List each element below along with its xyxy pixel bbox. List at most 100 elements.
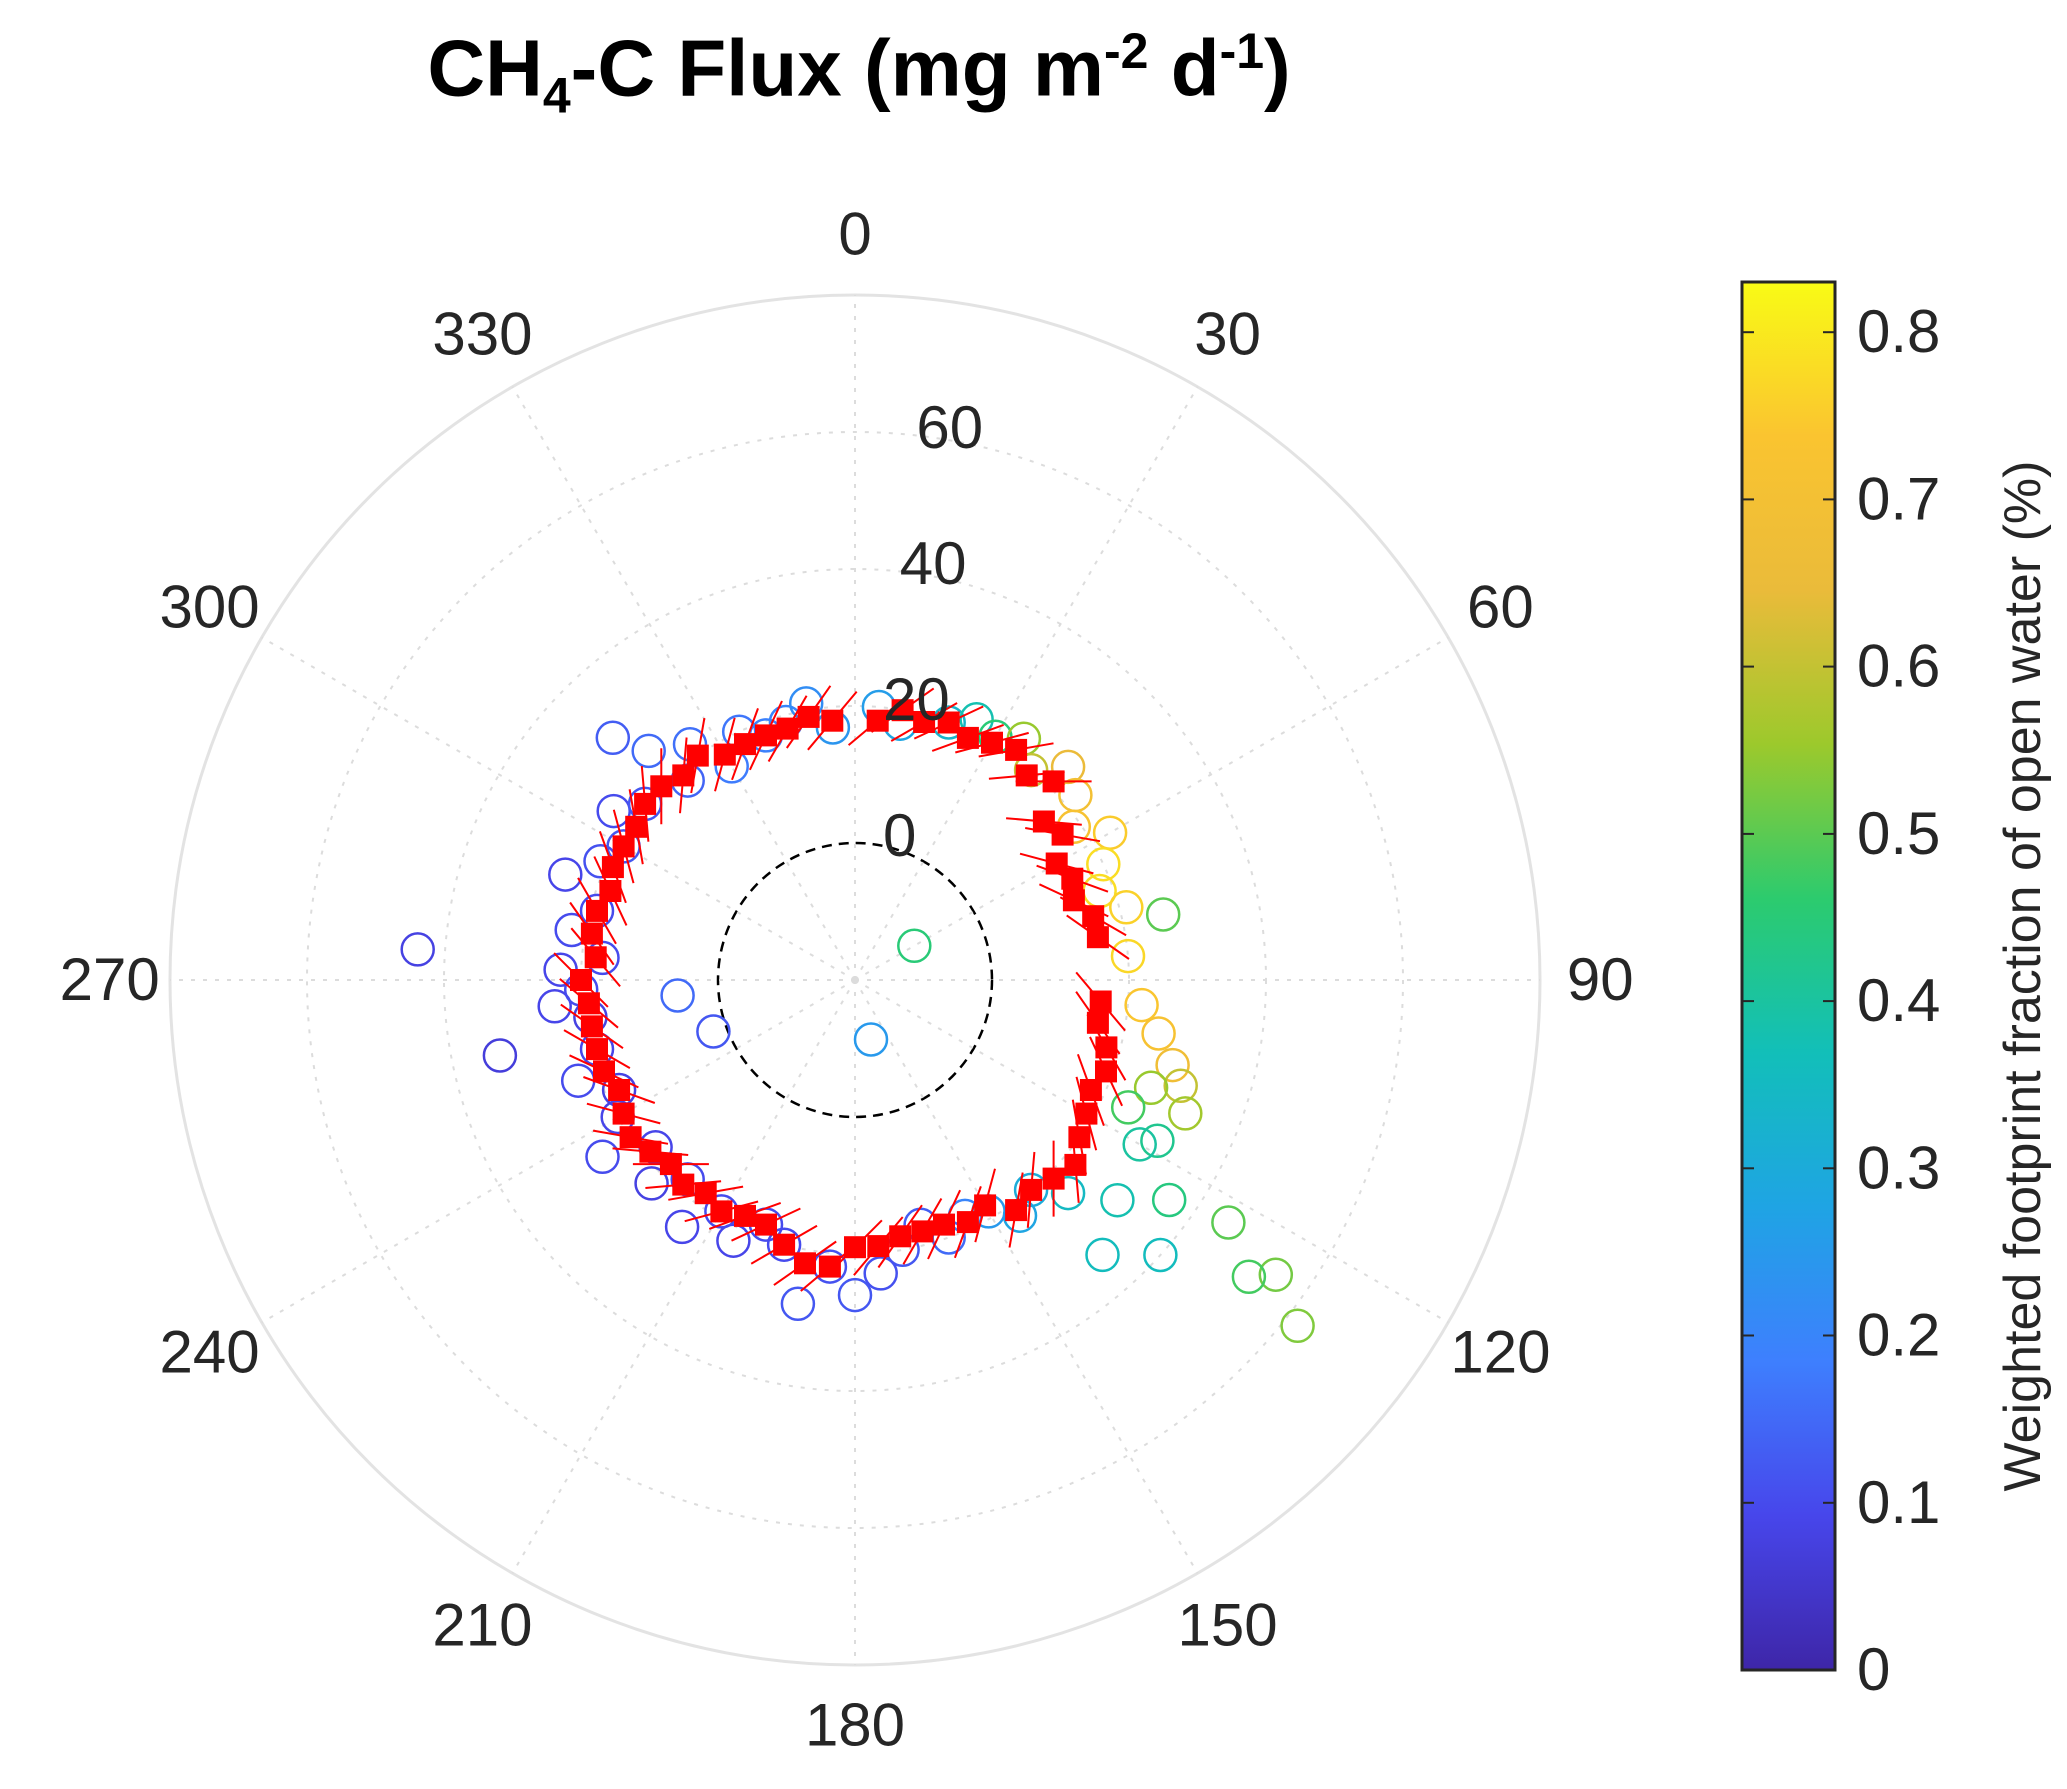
- mean-marker: [734, 733, 756, 756]
- mean-marker: [1062, 889, 1085, 912]
- scatter-point: [1280, 1308, 1315, 1344]
- scatter-point: [664, 1209, 700, 1245]
- mean-marker: [672, 764, 695, 787]
- grid-ring-20: [580, 705, 1130, 1255]
- colorbar-tick-label: 0.6: [1857, 633, 1940, 700]
- mean-marker: [956, 1211, 979, 1234]
- mean-marker: [593, 1060, 615, 1083]
- mean-marker: [1020, 1178, 1043, 1201]
- colorbar-tick-label: 0.7: [1857, 465, 1940, 532]
- mean-marker: [981, 731, 1003, 754]
- scatter-point: [548, 857, 583, 892]
- mean-marker: [734, 1204, 756, 1227]
- mean-marker: [713, 743, 736, 766]
- mean-marker: [1075, 1102, 1098, 1125]
- r-tick-label: 40: [900, 530, 967, 597]
- mean-marker: [686, 744, 709, 767]
- colorbar-tick-label: 0.3: [1857, 1134, 1940, 1201]
- colorbar-tick-label: 0.2: [1857, 1302, 1940, 1369]
- scatter-point: [1141, 1016, 1176, 1051]
- theta-tick-label: 330: [432, 301, 532, 368]
- mean-marker: [937, 711, 960, 734]
- mean-marker: [911, 1220, 934, 1243]
- scatter-point: [1163, 1068, 1198, 1104]
- mean-marker: [755, 1213, 777, 1236]
- mean-marker: [1042, 1167, 1065, 1190]
- theta-tick-label: 150: [1178, 1591, 1278, 1658]
- scatter-point: [1258, 1257, 1294, 1292]
- mean-marker: [867, 1235, 890, 1258]
- scatter-point: [1155, 1047, 1190, 1083]
- mean-marker: [619, 1126, 642, 1149]
- title-suffix: ): [1264, 23, 1291, 113]
- scatter-point: [537, 989, 572, 1024]
- grid-spoke-120: [854, 979, 1449, 1324]
- mean-marker: [580, 1015, 603, 1038]
- scatter-point: [1092, 815, 1128, 850]
- scatter-point: [1143, 1237, 1178, 1273]
- scatter-point: [400, 932, 435, 967]
- mean-marker: [577, 992, 600, 1015]
- mean-marker: [612, 1102, 635, 1125]
- scatter-point: [1133, 1070, 1169, 1106]
- mean-marker: [1095, 1036, 1118, 1059]
- scatter-point: [631, 733, 666, 769]
- mean-marker: [580, 922, 603, 945]
- mean-marker: [866, 709, 889, 732]
- theta-tick-label: 90: [1567, 946, 1634, 1013]
- mean-marker: [586, 899, 608, 922]
- mean-marker: [844, 1236, 866, 1259]
- scatter-point: [766, 1227, 802, 1262]
- theta-tick-label: 270: [60, 946, 160, 1013]
- theta-tick-label: 60: [1467, 573, 1534, 640]
- colorbar-tick-label: 0.4: [1857, 967, 1940, 1034]
- title-subscript: 4: [542, 67, 571, 124]
- scatter-point: [1100, 1182, 1135, 1218]
- binned-means: [553, 685, 1130, 1292]
- scatter-point: [1110, 1090, 1146, 1125]
- mean-marker: [1082, 905, 1105, 928]
- mean-marker: [599, 880, 622, 902]
- mean-marker: [601, 856, 624, 879]
- scatter-point: [1168, 1096, 1203, 1131]
- grid-spoke-150: [854, 979, 1199, 1574]
- colorbar: 0 0.1 0.2 0.3 0.4 0.5 0.6 0.7 0.8 Weighted footpr…: [1740, 280, 2052, 1703]
- theta-tick-label: 120: [1450, 1319, 1550, 1386]
- mean-marker: [1032, 810, 1055, 833]
- scatter-point: [1122, 1127, 1157, 1162]
- mean-marker: [584, 946, 607, 969]
- mean-marker: [1064, 1153, 1087, 1176]
- scatter-point: [1151, 1182, 1187, 1218]
- mean-marker: [1015, 764, 1038, 787]
- scatter-point: [1231, 1259, 1267, 1295]
- title-prefix: CH: [427, 23, 543, 113]
- mean-marker: [794, 1252, 816, 1275]
- title-middle: -C Flux (mg m: [570, 23, 1104, 113]
- scatter-point: [863, 1256, 898, 1291]
- scatter-point: [897, 928, 932, 964]
- title-middle-2: d: [1148, 23, 1220, 113]
- colorbar-tick-label: 0.1: [1857, 1469, 1940, 1536]
- mean-marker: [1005, 1199, 1028, 1222]
- theta-tick-label: 0: [838, 201, 871, 268]
- mean-marker: [650, 775, 673, 798]
- scatter-point: [1050, 749, 1086, 785]
- mean-marker: [797, 705, 820, 728]
- mean-marker: [586, 1038, 608, 1061]
- r-tick-label: 20: [883, 666, 950, 733]
- mean-marker: [933, 1213, 955, 1236]
- scatter-point: [560, 1063, 596, 1098]
- mean-marker: [1095, 1060, 1117, 1083]
- scatter-point: [634, 1166, 669, 1201]
- grid-spoke-210: [511, 979, 856, 1574]
- grid-spoke-240: [261, 979, 856, 1324]
- mean-marker: [776, 717, 799, 740]
- mean-marker: [889, 1225, 912, 1248]
- mean-marker: [773, 1233, 796, 1256]
- theta-tick-label: 210: [432, 1591, 532, 1658]
- polar-grid: [168, 293, 1542, 1667]
- colorbar-tick-label: 0.8: [1857, 298, 1940, 365]
- title-superscript-1: -2: [1104, 23, 1149, 79]
- scatter-point: [1145, 897, 1181, 932]
- mean-marker: [612, 835, 635, 858]
